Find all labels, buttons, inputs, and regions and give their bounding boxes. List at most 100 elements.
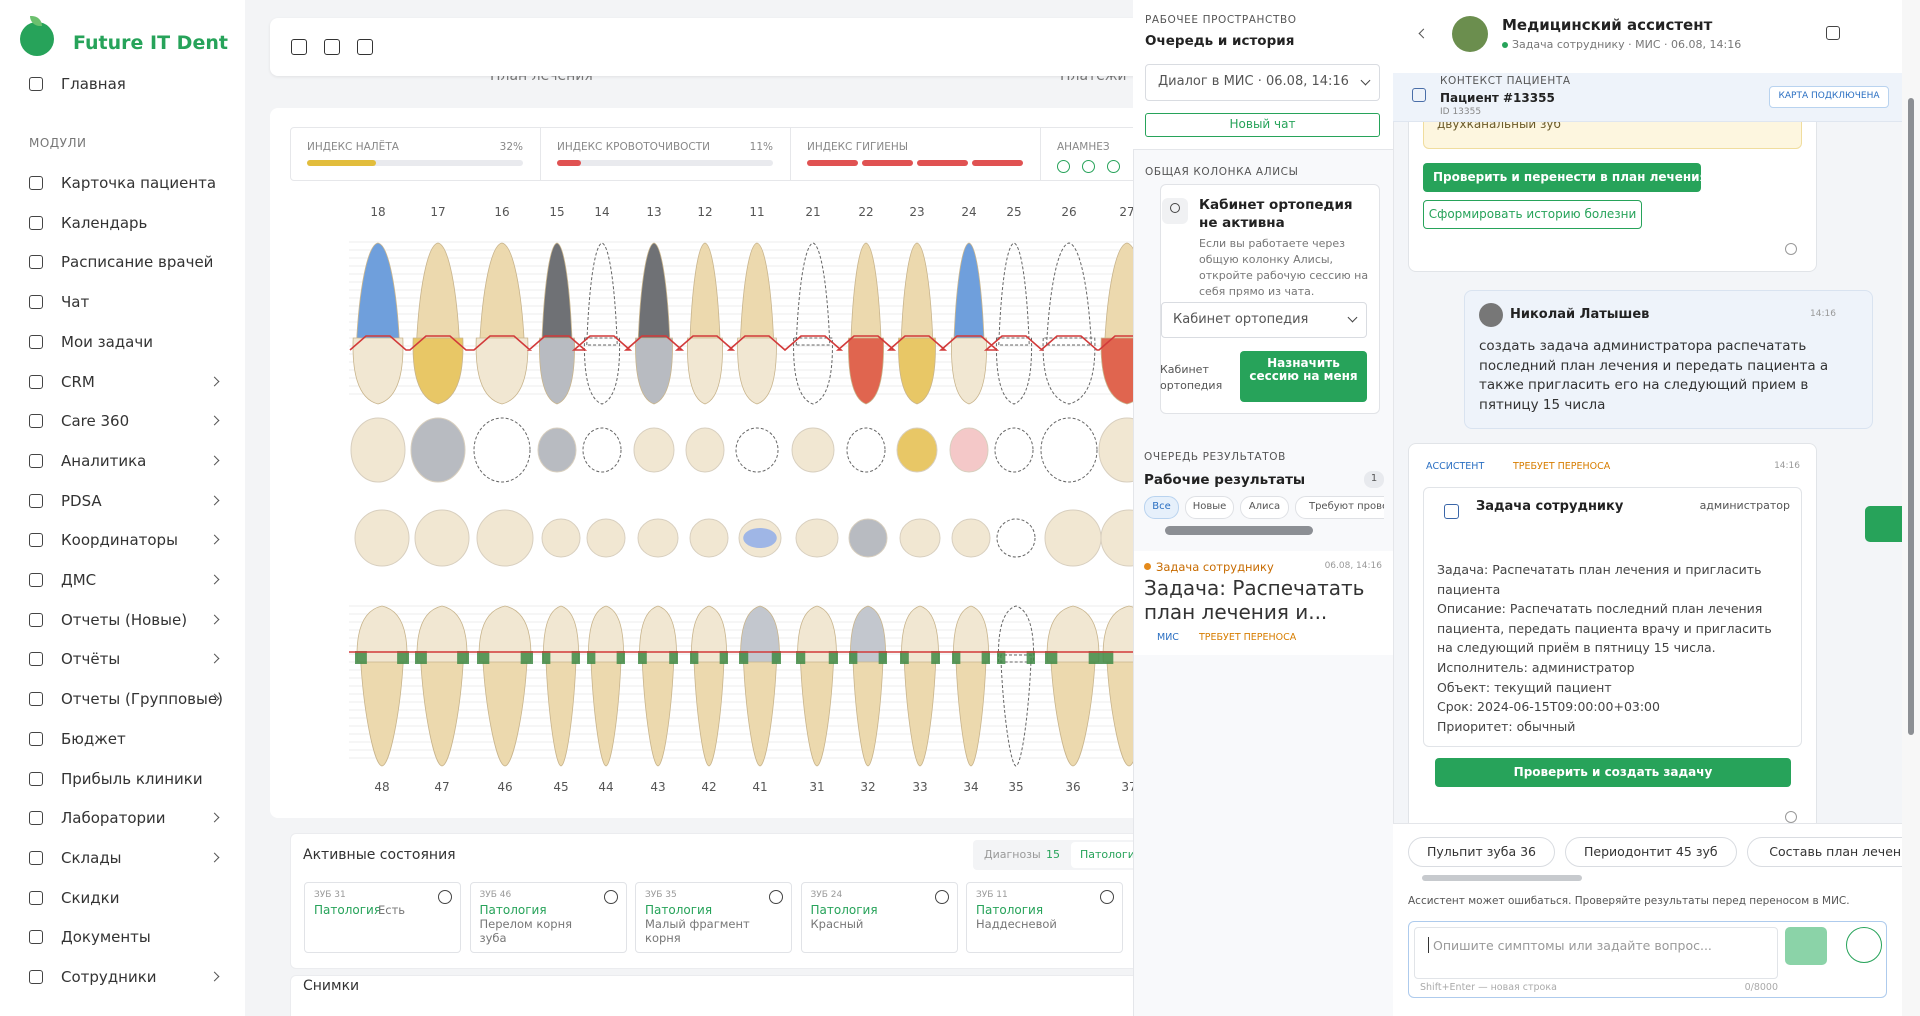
nav-item[interactable]: Документы bbox=[61, 928, 151, 947]
icon bbox=[1082, 160, 1095, 173]
nav-item[interactable]: Расписание врачей bbox=[61, 253, 214, 272]
state-type: Патология bbox=[810, 903, 878, 917]
nav-item[interactable]: Аналитика bbox=[61, 451, 147, 470]
mic-btn[interactable] bbox=[1846, 927, 1882, 963]
nav-item[interactable]: CRM bbox=[61, 372, 95, 391]
nav-item[interactable]: PDSA bbox=[61, 491, 102, 510]
alice-text: Если вы работаете через общую колонку Ал… bbox=[1199, 237, 1369, 298]
suggestion-chip[interactable] bbox=[1565, 837, 1737, 867]
icon bbox=[29, 295, 43, 310]
tooth-crown bbox=[635, 337, 673, 405]
suggestion-chip[interactable] bbox=[1408, 837, 1555, 867]
settings-btn[interactable] bbox=[1865, 506, 1902, 542]
icon[interactable] bbox=[291, 39, 307, 55]
tooth-number: 42 bbox=[701, 780, 717, 794]
nav-item[interactable]: Отчёты bbox=[61, 650, 121, 669]
nav-item[interactable]: Склады bbox=[61, 848, 122, 867]
tooth-root bbox=[900, 242, 934, 346]
filter-chip[interactable] bbox=[1295, 496, 1384, 519]
gum-segment bbox=[397, 651, 409, 664]
filter-text: Все bbox=[1152, 501, 1171, 512]
tooth-number: 37 bbox=[1121, 780, 1137, 794]
assign-btn[interactable] bbox=[1240, 351, 1367, 402]
nav-item[interactable]: Отчеты (Групповые) bbox=[61, 690, 223, 709]
icon[interactable] bbox=[357, 39, 373, 55]
result-time: 06.08, 14:16 bbox=[1324, 561, 1382, 571]
tooth-root bbox=[545, 654, 577, 767]
close-icon[interactable] bbox=[1862, 26, 1876, 40]
nav-item[interactable]: Бюджет bbox=[61, 729, 126, 748]
filter-chip[interactable] bbox=[1144, 496, 1179, 519]
tooth-root bbox=[541, 242, 573, 346]
suggestion-chip[interactable] bbox=[1746, 837, 1902, 867]
tooth-crown bbox=[639, 605, 677, 663]
tooth-crown bbox=[951, 337, 987, 405]
tooth-occlusal bbox=[951, 518, 991, 558]
ws-select[interactable] bbox=[1145, 64, 1380, 101]
tooth-occlusal bbox=[637, 518, 679, 558]
filter-chip[interactable] bbox=[1240, 496, 1289, 519]
close-btn[interactable] bbox=[769, 890, 783, 904]
user-bubble bbox=[1464, 290, 1873, 429]
tab[interactable]: Диагнозы bbox=[984, 848, 1041, 861]
hint: Shift+Enter — новая строка bbox=[1420, 982, 1557, 993]
reply-status: ТРЕБУЕТ ПЕРЕНОСА bbox=[1513, 461, 1611, 472]
nav-item[interactable]: Координаторы bbox=[61, 531, 178, 550]
tooth-occlusal bbox=[410, 417, 466, 483]
tooth-number: 46 bbox=[497, 780, 513, 794]
section-title: Снимки bbox=[303, 978, 360, 994]
tooth-occlusal bbox=[846, 427, 886, 473]
tooth-occlusal bbox=[685, 427, 725, 473]
index-segment bbox=[917, 160, 968, 166]
move-btn[interactable] bbox=[1423, 163, 1701, 192]
tooth-root bbox=[641, 654, 675, 767]
gum-segment bbox=[669, 651, 678, 664]
filter-chip[interactable] bbox=[1185, 496, 1234, 519]
result-kind: Задача сотруднику bbox=[1156, 560, 1274, 574]
gum-segment bbox=[690, 651, 699, 664]
index-value: 11% bbox=[749, 141, 773, 153]
tooth-root bbox=[693, 654, 725, 767]
close-btn[interactable] bbox=[603, 890, 618, 904]
nav-item[interactable]: Отчеты (Новые) bbox=[61, 610, 188, 629]
icon bbox=[29, 652, 43, 667]
nav-item[interactable]: ДМС bbox=[61, 571, 97, 589]
new-chat-btn[interactable] bbox=[1145, 113, 1380, 137]
tooth-crown bbox=[997, 605, 1035, 663]
tab[interactable]: Патологии bbox=[1080, 848, 1142, 861]
nav-item[interactable]: Карточка пациента bbox=[61, 174, 217, 192]
nav-item[interactable]: Лаборатории bbox=[61, 809, 166, 828]
nav-item[interactable]: Мои задачи bbox=[61, 332, 153, 351]
index-label: ИНДЕКС КРОВОТОЧИВОСТИ bbox=[557, 141, 711, 153]
icon[interactable] bbox=[1826, 26, 1840, 40]
nav-item[interactable]: Чат bbox=[61, 293, 90, 312]
tooth-number: 17 bbox=[430, 205, 446, 219]
tooth-occlusal bbox=[1044, 509, 1102, 567]
close-btn[interactable] bbox=[1100, 890, 1114, 904]
close-btn[interactable] bbox=[934, 890, 949, 904]
tooth-occlusal bbox=[541, 518, 581, 558]
icon[interactable] bbox=[324, 39, 340, 55]
user-avatar bbox=[1479, 303, 1503, 327]
nav-item[interactable]: Сотрудники bbox=[61, 968, 157, 986]
suggestion-text: Периодонтит 45 зуб bbox=[1584, 844, 1718, 859]
nav-item[interactable]: Прибыль клиники bbox=[61, 769, 203, 788]
history-btn[interactable] bbox=[1423, 200, 1642, 229]
send-btn[interactable] bbox=[1785, 927, 1827, 965]
nav-home[interactable]: Главная bbox=[61, 75, 126, 93]
nav-item[interactable]: Календарь bbox=[61, 213, 148, 232]
suggestion-text: Пульпит зуба 36 bbox=[1427, 844, 1536, 859]
nav-item[interactable]: Скидки bbox=[61, 888, 120, 907]
textarea[interactable] bbox=[1414, 927, 1778, 979]
nav-item[interactable]: Care 360 bbox=[61, 412, 130, 431]
index-divider bbox=[540, 127, 541, 181]
card-badge bbox=[1769, 86, 1889, 108]
alice-select[interactable] bbox=[1161, 302, 1367, 338]
icon bbox=[29, 374, 43, 389]
tooth-root bbox=[482, 654, 528, 767]
tooth-crown bbox=[478, 605, 532, 663]
tooth-occlusal bbox=[994, 427, 1034, 473]
close-btn[interactable] bbox=[438, 890, 452, 904]
create-btn[interactable] bbox=[1435, 758, 1791, 787]
